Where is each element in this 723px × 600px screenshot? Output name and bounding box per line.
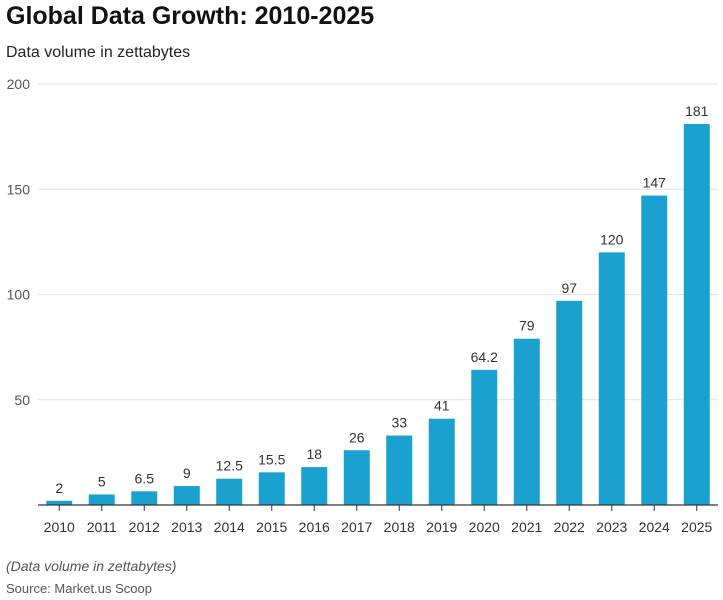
x-tick-label: 2021 <box>511 519 542 535</box>
bar <box>386 435 413 505</box>
data-label: 33 <box>391 415 407 431</box>
y-tick-label: 200 <box>7 76 31 92</box>
x-tick-label: 2018 <box>384 519 415 535</box>
bar <box>131 491 158 505</box>
chart-subtitle: Data volume in zettabytes <box>6 44 191 61</box>
data-label: 64.2 <box>471 349 498 365</box>
bar <box>173 486 200 505</box>
bar <box>46 500 73 505</box>
x-tick-label: 2013 <box>171 519 202 535</box>
bar <box>471 369 498 505</box>
x-tick-label: 2025 <box>681 519 712 535</box>
x-tick-label: 2016 <box>299 519 330 535</box>
y-tick-label: 100 <box>7 287 31 303</box>
data-label: 41 <box>434 398 450 414</box>
x-tick-label: 2019 <box>426 519 457 535</box>
bar <box>641 195 668 505</box>
data-label: 6.5 <box>135 470 155 486</box>
x-tick-label: 2010 <box>44 519 75 535</box>
bar <box>683 123 710 506</box>
bar <box>301 467 328 505</box>
data-label: 9 <box>183 465 191 481</box>
bar <box>343 450 370 505</box>
x-tick-label: 2022 <box>554 519 585 535</box>
chart-title: Global Data Growth: 2010-2025 <box>6 2 375 30</box>
data-label: 120 <box>600 231 624 247</box>
bar <box>258 472 285 505</box>
data-label: 15.5 <box>258 451 285 467</box>
x-tick-label: 2015 <box>256 519 287 535</box>
x-tick-label: 2020 <box>469 519 500 535</box>
x-tick-label: 2011 <box>87 519 117 535</box>
y-tick-label: 50 <box>14 392 30 408</box>
y-tick-label: 150 <box>7 181 31 197</box>
bar <box>556 300 583 505</box>
data-label: 147 <box>643 175 667 191</box>
footnote: (Data volume in zettabytes) <box>6 558 177 574</box>
data-label: 26 <box>349 429 365 445</box>
x-tick-label: 2017 <box>341 519 372 535</box>
x-tick-label: 2012 <box>129 519 160 535</box>
x-tick-label: 2024 <box>639 519 670 535</box>
bar <box>216 478 243 505</box>
data-label: 5 <box>98 473 106 489</box>
data-label: 79 <box>519 318 535 334</box>
x-tick-label: 2023 <box>596 519 627 535</box>
bar <box>598 252 625 505</box>
bar <box>428 418 455 505</box>
data-label: 181 <box>685 103 709 119</box>
data-label: 18 <box>306 446 322 462</box>
bar <box>88 494 115 505</box>
data-label: 97 <box>561 280 577 296</box>
data-label: 12.5 <box>216 458 243 474</box>
x-tick-label: 2014 <box>214 519 245 535</box>
data-label: 2 <box>55 480 63 496</box>
bar <box>513 338 540 505</box>
source-text: Source: Market.us Scoop <box>6 581 152 596</box>
